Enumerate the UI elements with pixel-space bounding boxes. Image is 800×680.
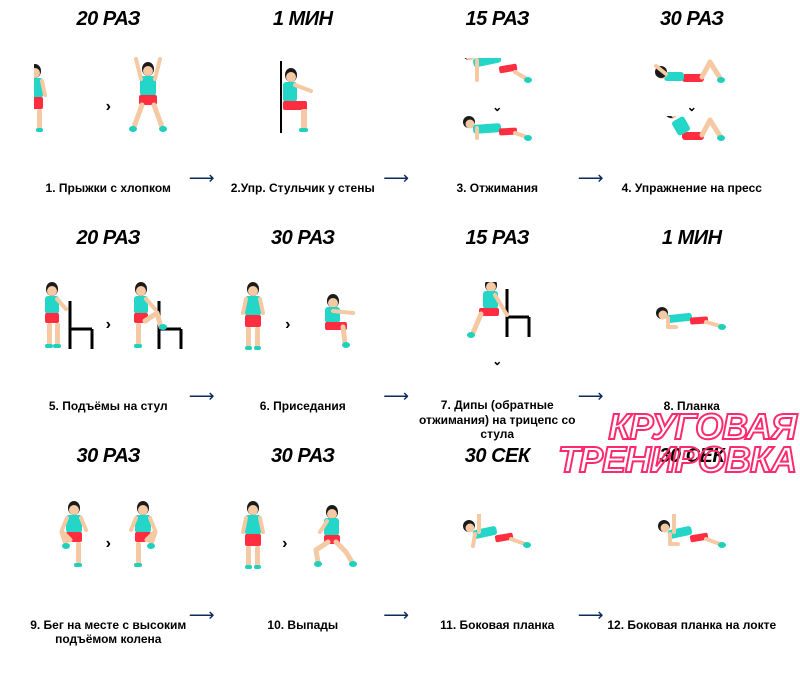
exercise-cell: 1 МИН 8. Планка (596, 227, 789, 442)
exercise-figure (226, 489, 280, 599)
pose-separator: › (106, 316, 111, 334)
exercise-figure (24, 270, 104, 380)
exercise-figure (617, 58, 767, 98)
exercise-cell: 20 РАЗ › 5. Подъёмы на стул⟶ (12, 227, 205, 442)
exercise-cell: 30 РАЗ › 6. Приседания⟶ (207, 227, 400, 442)
exercise-figure (617, 116, 767, 156)
exercise-figure (417, 514, 577, 574)
exercise-caption: 1. Прыжки с хлопком (42, 181, 175, 223)
exercise-cell: 30 СЕК 11. Боковая планка⟶ (401, 445, 594, 660)
exercise-figure (223, 270, 283, 380)
exercise-cell: 1 МИН 2.Упр. Стульчик у стены⟶ (207, 8, 400, 223)
exercise-illustration: › (12, 33, 205, 181)
exercise-cell: 15 РАЗ ⌄ 7. Дипы (обратные отжимания) на … (401, 227, 594, 442)
reps-label: 15 РАЗ (466, 227, 529, 250)
exercise-figure (113, 52, 183, 162)
exercise-caption: 12. Боковая планка на локте (603, 618, 780, 660)
exercise-illustration: › (207, 470, 400, 618)
exercise-figure (44, 489, 104, 599)
exercise-figure (113, 489, 173, 599)
pose-separator: ⌄ (492, 100, 502, 114)
pose-separator: › (282, 535, 287, 553)
exercise-figure (243, 52, 363, 162)
exercise-illustration: ⌄ (596, 33, 789, 181)
reps-label: 30 РАЗ (271, 445, 334, 468)
reps-label: 20 РАЗ (77, 8, 140, 31)
exercise-caption: 2.Упр. Стульчик у стены (227, 181, 379, 223)
exercise-illustration: ⌄ (401, 33, 594, 181)
reps-label: 1 МИН (273, 8, 333, 31)
exercise-figure (612, 514, 772, 574)
exercise-caption: 4. Упражнение на пресс (618, 181, 766, 223)
pose-separator: › (106, 98, 111, 116)
exercise-caption: 7. Дипы (обратные отжимания) на трицепс … (401, 398, 594, 441)
reps-label: 30 РАЗ (77, 445, 140, 468)
exercise-illustration: ⌄ (401, 252, 594, 399)
exercise-illustration (596, 252, 789, 400)
exercise-figure (422, 116, 572, 156)
pose-separator: ⌄ (687, 100, 697, 114)
exercise-cell: 15 РАЗ ⌄ 3. Отжимания⟶ (401, 8, 594, 223)
exercise-figure (34, 52, 104, 162)
exercise-caption: 6. Приседания (256, 399, 350, 441)
exercise-cell: 30 РАЗ › 9. Бег на месте с высоким подъё… (12, 445, 205, 660)
exercise-cell: 20 РАЗ › 1. Прыжки с хлопком⟶ (12, 8, 205, 223)
exercise-caption: 11. Боковая планка (436, 618, 558, 660)
exercise-grid: 20 РАЗ › 1. Прыжки с хлопком⟶1 МИН 2.Упр… (0, 0, 800, 680)
exercise-figure (612, 300, 772, 350)
pose-separator: ⌄ (492, 354, 502, 368)
exercise-caption: 8. Планка (660, 399, 724, 441)
exercise-figure (422, 282, 572, 352)
reps-label: 30 СЕК (659, 445, 724, 468)
exercise-illustration (596, 470, 789, 618)
exercise-figure (113, 270, 193, 380)
exercise-illustration: › (12, 252, 205, 400)
exercise-caption: 10. Выпады (263, 618, 342, 660)
pose-separator: › (106, 535, 111, 553)
exercise-cell: 30 РАЗ › 10. Выпады⟶ (207, 445, 400, 660)
reps-label: 1 МИН (662, 227, 722, 250)
pose-separator: › (285, 316, 290, 334)
exercise-illustration: › (207, 252, 400, 400)
exercise-figure (289, 494, 379, 594)
exercise-cell: 30 СЕК 12. Боковая планка на локте (596, 445, 789, 660)
reps-label: 30 РАЗ (660, 8, 723, 31)
reps-label: 30 РАЗ (271, 227, 334, 250)
exercise-illustration: › (12, 470, 205, 618)
reps-label: 20 РАЗ (77, 227, 140, 250)
exercise-illustration (207, 33, 400, 181)
exercise-caption: 5. Подъёмы на стул (45, 399, 172, 441)
exercise-caption: 9. Бег на месте с высоким подъёмом колен… (12, 618, 205, 660)
reps-label: 15 РАЗ (466, 8, 529, 31)
exercise-figure (422, 58, 572, 98)
exercise-figure (292, 280, 382, 370)
exercise-caption: 3. Отжимания (452, 181, 542, 223)
exercise-cell: 30 РАЗ ⌄ 4. Упражнение на пресс (596, 8, 789, 223)
reps-label: 30 СЕК (465, 445, 530, 468)
exercise-illustration (401, 470, 594, 618)
